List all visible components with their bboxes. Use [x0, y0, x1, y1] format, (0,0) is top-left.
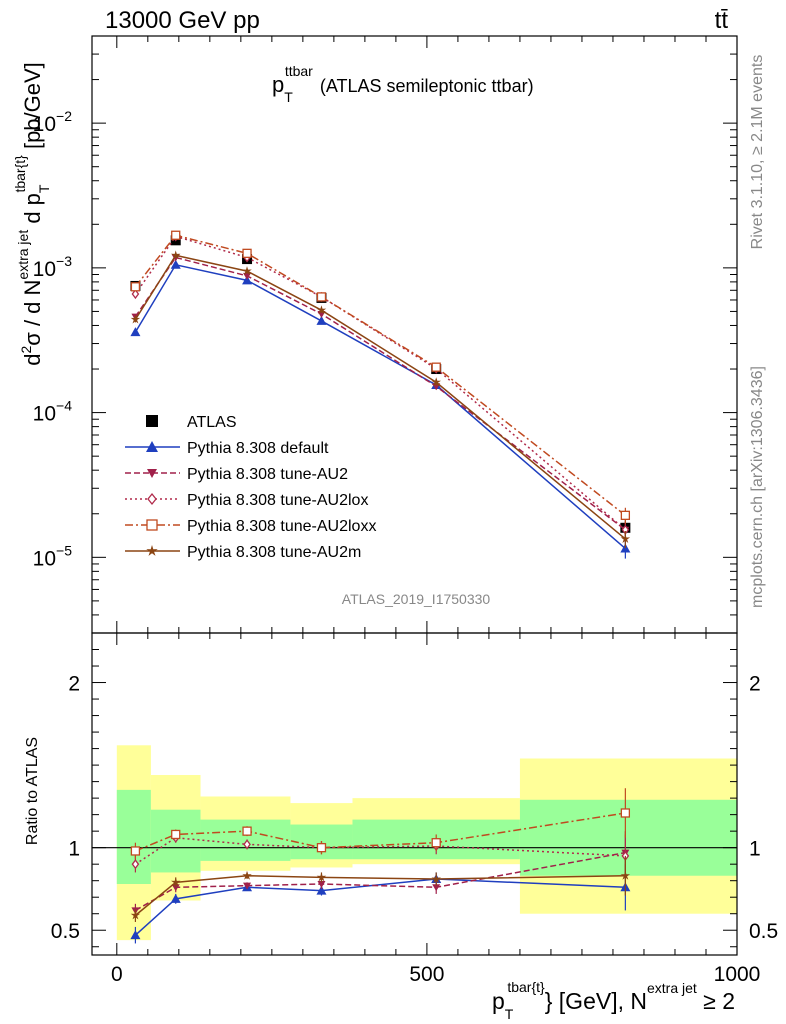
legend-label: ATLAS	[187, 414, 237, 431]
ratio-point	[316, 843, 327, 853]
data-point	[171, 250, 181, 260]
data-point	[243, 272, 252, 280]
legend-label: Pythia 8.308 tune-AU2	[187, 466, 348, 483]
ratio-point	[316, 872, 327, 882]
ratio-line	[134, 874, 626, 916]
data-point	[316, 305, 327, 315]
main-y-axis-label: d2σ / d Nextra jet d pTtbar{t} [pb/GeV]	[12, 62, 52, 366]
ratio-y-tick-label-right: 2	[749, 673, 761, 696]
x-tick-label: 1000	[714, 963, 761, 986]
ratio-line	[135, 812, 626, 852]
ratio-point	[242, 826, 252, 836]
ratio-line	[135, 851, 626, 912]
legend-marker	[146, 519, 158, 531]
ratio-y-tick-label: 0.5	[51, 920, 80, 943]
legend-marker	[147, 469, 157, 478]
uncertainty-band-inner	[200, 819, 291, 861]
data-point	[620, 533, 631, 543]
data-point	[131, 288, 140, 300]
data-point	[620, 510, 631, 520]
x-tick-label: 500	[409, 963, 444, 986]
ratio-y-tick-label-right: 1	[749, 838, 761, 861]
ratio-point	[431, 838, 441, 848]
ratio-point	[432, 884, 441, 892]
ratio-series-4	[130, 788, 631, 860]
series-line	[134, 235, 626, 531]
main-title: pTttbar (ATLAS semileptonic ttbar)	[272, 63, 534, 105]
ratio-y-tick-label: 1	[68, 838, 80, 861]
legend-marker	[146, 415, 158, 427]
data-point	[431, 362, 441, 372]
ratio-point	[171, 884, 180, 892]
main-y-tick-label: 10−3	[33, 253, 73, 281]
data-point	[130, 282, 141, 292]
ratio-point	[317, 880, 326, 888]
legend-label: Pythia 8.308 tune-AU2m	[187, 544, 361, 561]
ratio-point	[243, 839, 251, 850]
series-line	[134, 234, 626, 516]
data-point	[242, 248, 252, 258]
ratio-point	[316, 885, 327, 895]
legend-label: Pythia 8.308 tune-AU2loxx	[187, 518, 376, 535]
ratio-y-tick-label: 2	[68, 673, 80, 696]
legend: ATLAS Pythia 8.308 default Pythia 8.308 tu…	[125, 414, 376, 561]
ratio-point	[170, 893, 181, 903]
data-point	[130, 327, 141, 337]
data-point	[316, 292, 327, 302]
uncertainty-band-inner	[116, 789, 151, 884]
data-point	[171, 230, 181, 240]
data-point	[620, 543, 631, 553]
ratio-point	[131, 859, 140, 870]
ratio-point	[431, 874, 441, 884]
x-tick-label: 0	[111, 963, 123, 986]
process-label: tt̄	[715, 7, 729, 34]
data-point	[242, 266, 252, 276]
collision-label: 13000 GeV pp	[105, 7, 260, 34]
series-line	[134, 263, 626, 550]
legend-label: Pythia 8.308 tune-AU2lox	[187, 492, 368, 509]
data-point	[316, 315, 327, 325]
mcplots-label: mcplots.cern.ch [arXiv:1306.3436]	[749, 366, 766, 608]
series-mc-5	[130, 250, 631, 548]
series-line	[134, 256, 626, 531]
ratio-frame	[91, 632, 738, 956]
data-point	[431, 377, 441, 387]
main-y-tick-label: 10−4	[33, 398, 73, 426]
rivet-version-label: Rivet 3.1.10, ≥ 2.1M events	[749, 55, 766, 250]
main-panel: 10−5 10−4 10−3 10−2 pTttbar (ATLAS semilept…	[12, 35, 738, 634]
ratio-y-tick-label-right: 0.5	[749, 920, 778, 943]
data-point	[170, 259, 181, 269]
ratio-point	[171, 829, 181, 840]
x-axis-label: pTtbar{t}} [GeV], Nextra jet ≥ 2	[492, 979, 735, 1022]
series-line	[134, 254, 626, 540]
main-y-tick-label: 10−2	[33, 108, 73, 136]
legend-marker	[146, 441, 158, 452]
analysis-watermark: ATLAS_2019_I1750330	[342, 591, 491, 607]
ratio-point	[130, 846, 141, 856]
legend-marker	[147, 492, 157, 506]
ratio-point	[242, 870, 252, 880]
ratio-point	[130, 910, 141, 920]
ratio-line	[134, 878, 626, 936]
main-y-tick-label: 10−5	[33, 542, 73, 570]
ratio-point	[171, 877, 181, 887]
ratio-y-axis-label: Ratio to ATLAS	[24, 737, 41, 845]
ratio-point	[620, 870, 631, 880]
ratio-point	[243, 882, 252, 890]
ratio-point	[620, 808, 631, 818]
ratio-line	[135, 836, 626, 865]
data-point	[130, 314, 141, 324]
legend-marker	[146, 545, 158, 556]
series-mc-4	[130, 230, 631, 524]
ratio-panel: 0.5 0.5 1 1 2 2 0 500 1000 Ratio to ATLAS pTtbar…	[24, 632, 778, 1022]
ratio-point	[130, 930, 141, 940]
series-mc-1	[130, 259, 631, 559]
ratio-series-5	[130, 855, 631, 922]
legend-label: Pythia 8.308 default	[187, 440, 329, 457]
